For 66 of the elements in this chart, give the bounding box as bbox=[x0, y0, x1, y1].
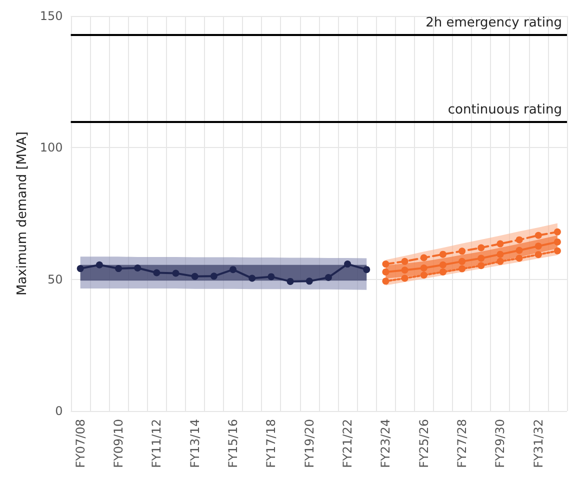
point bbox=[76, 265, 84, 272]
point bbox=[496, 250, 504, 258]
point bbox=[534, 232, 542, 239]
point bbox=[286, 278, 294, 285]
point bbox=[496, 258, 504, 265]
point bbox=[554, 228, 561, 236]
ref-line-label: continuous rating bbox=[448, 102, 562, 118]
point bbox=[363, 266, 370, 274]
point bbox=[382, 278, 390, 285]
point bbox=[420, 254, 428, 262]
point bbox=[516, 246, 523, 254]
y-tick-label: 100 bbox=[40, 140, 63, 155]
y-tick-label: 150 bbox=[40, 9, 63, 23]
x-tick-label: FY31/32 bbox=[531, 419, 546, 468]
point bbox=[230, 266, 237, 274]
x-tick-label: FY13/14 bbox=[188, 419, 202, 468]
point bbox=[382, 268, 390, 276]
x-tick-label: FY09/10 bbox=[112, 419, 126, 468]
point bbox=[458, 265, 466, 272]
point bbox=[478, 254, 485, 262]
point bbox=[420, 272, 428, 279]
point bbox=[554, 238, 561, 246]
point bbox=[516, 236, 523, 244]
point bbox=[115, 265, 122, 272]
point bbox=[172, 270, 180, 277]
y-axis-title: Maximum demand [MVA] bbox=[15, 131, 30, 296]
point bbox=[439, 250, 446, 258]
point bbox=[96, 261, 103, 268]
point bbox=[382, 260, 390, 268]
point bbox=[306, 278, 313, 285]
point bbox=[478, 244, 485, 252]
point bbox=[344, 260, 352, 268]
point bbox=[324, 274, 332, 281]
point bbox=[268, 273, 275, 280]
point bbox=[401, 274, 408, 282]
x-tick-label: FY11/12 bbox=[150, 419, 164, 468]
x-tick-label: FY19/20 bbox=[302, 419, 316, 468]
x-tick-label: FY15/16 bbox=[226, 419, 240, 468]
point bbox=[458, 258, 466, 265]
point bbox=[401, 266, 408, 274]
point bbox=[496, 240, 504, 248]
point bbox=[248, 274, 256, 282]
point bbox=[153, 269, 160, 276]
x-tick-label: FY21/22 bbox=[340, 419, 355, 468]
x-tick-label: FY29/30 bbox=[493, 419, 508, 468]
point bbox=[516, 254, 523, 262]
point bbox=[439, 268, 446, 276]
point bbox=[134, 264, 142, 272]
point bbox=[401, 258, 408, 265]
y-tick-label: 50 bbox=[48, 272, 63, 286]
point bbox=[420, 264, 428, 272]
point bbox=[439, 261, 446, 268]
point bbox=[534, 251, 542, 258]
point bbox=[458, 248, 466, 255]
y-tick-label: 0 bbox=[55, 404, 63, 418]
point bbox=[191, 272, 198, 280]
x-tick-label: FY23/24 bbox=[378, 419, 393, 468]
x-tick-label: FY17/18 bbox=[264, 419, 278, 468]
point bbox=[554, 247, 561, 254]
x-tick-label: FY07/08 bbox=[73, 419, 88, 468]
x-tick-label: FY25/26 bbox=[416, 419, 431, 468]
point bbox=[534, 242, 542, 250]
x-tick-label: FY27/28 bbox=[455, 419, 470, 468]
ref-line-label: 2h emergency rating bbox=[426, 15, 562, 30]
point bbox=[210, 272, 218, 280]
point bbox=[478, 262, 485, 270]
